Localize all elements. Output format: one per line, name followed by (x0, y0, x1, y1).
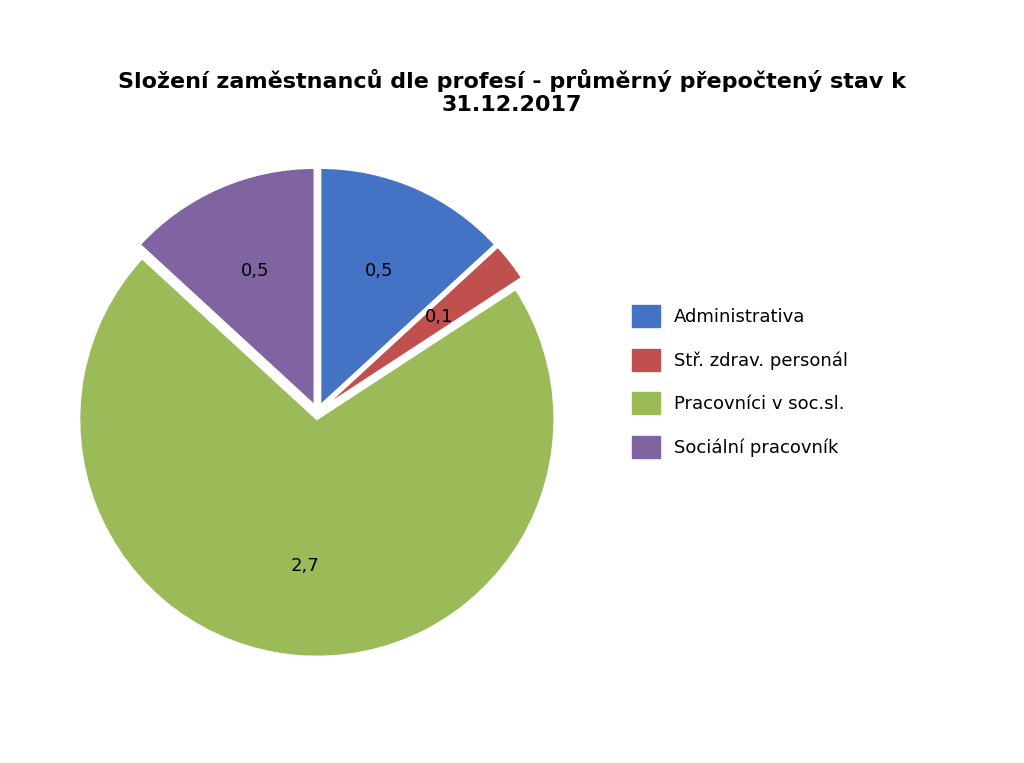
Wedge shape (140, 168, 314, 405)
Text: 0,5: 0,5 (242, 262, 269, 279)
Text: Složení zaměstnanců dle profesí - průměrný přepočtený stav k
31.12.2017: Složení zaměstnanců dle profesí - průměr… (118, 69, 906, 115)
Text: 2,7: 2,7 (291, 557, 319, 575)
Legend: Administrativa, Stř. zdrav. personál, Pracovníci v soc.sl., Sociální pracovník: Administrativa, Stř. zdrav. personál, Pr… (624, 296, 857, 467)
Wedge shape (323, 246, 522, 407)
Text: 0,1: 0,1 (425, 308, 454, 326)
Text: 0,5: 0,5 (366, 262, 393, 279)
Wedge shape (321, 168, 495, 405)
Wedge shape (79, 258, 554, 657)
